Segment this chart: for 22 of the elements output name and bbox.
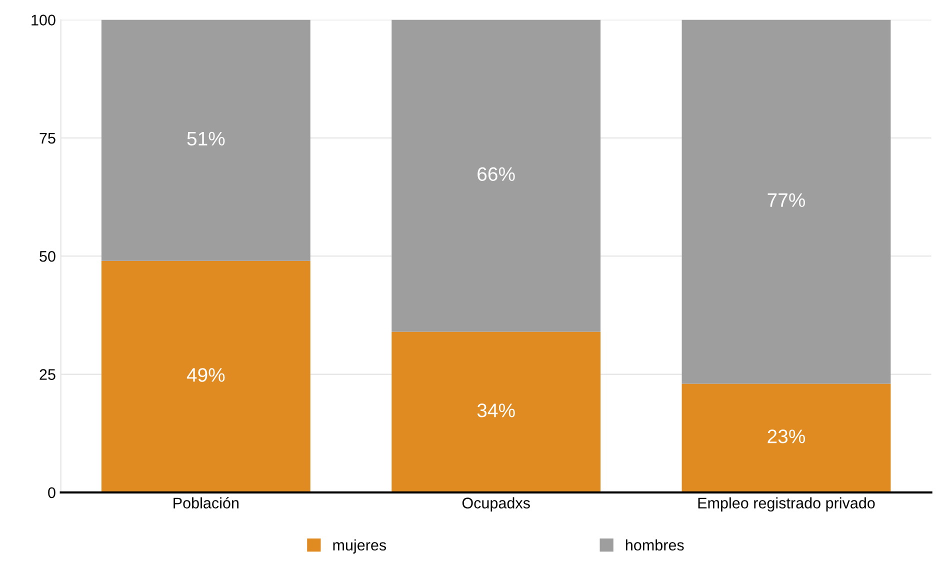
y-tick-label: 0: [48, 487, 56, 498]
x-tick-label: Población: [174, 497, 238, 509]
x-tick-label: Empleo registrado privado: [698, 497, 875, 512]
data-label: 66%: [478, 167, 515, 181]
data-label: 34%: [477, 404, 515, 418]
y-tick-label: 25: [40, 369, 56, 380]
y-tick-label: 50: [40, 250, 56, 262]
data-label: 77%: [768, 193, 806, 207]
bar: [682, 384, 891, 492]
x-tick-label: Ocupadxs: [462, 497, 530, 512]
bar: [101, 260, 310, 492]
data-label: 23%: [768, 430, 806, 444]
y-tick-label: 75: [40, 132, 56, 144]
legend-label: hombres: [626, 539, 684, 551]
legend-label: mujeres: [333, 539, 386, 554]
data-label: 51%: [187, 132, 225, 146]
bar: [682, 20, 891, 384]
bar: [392, 20, 601, 332]
data-label: 49%: [186, 368, 225, 382]
y-tick-label: 100: [32, 14, 56, 26]
bar: [392, 332, 601, 492]
bar: [101, 20, 310, 261]
